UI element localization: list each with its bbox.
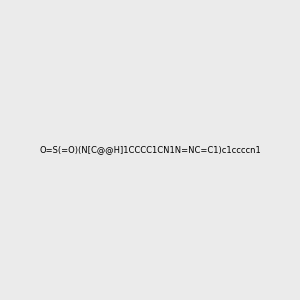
Text: O=S(=O)(N[C@@H]1CCCC1CN1N=NC=C1)c1ccccn1: O=S(=O)(N[C@@H]1CCCC1CN1N=NC=C1)c1ccccn1 [39, 146, 261, 154]
